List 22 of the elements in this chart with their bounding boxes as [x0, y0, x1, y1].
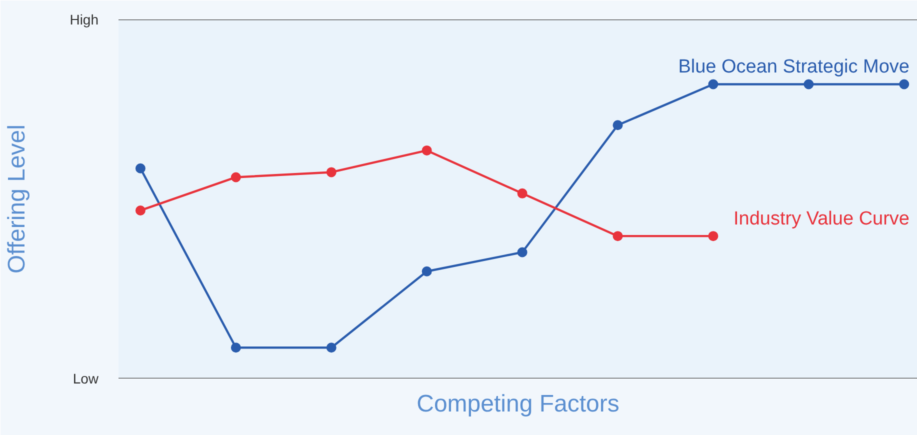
point — [708, 231, 718, 242]
text: Low — [72, 370, 100, 386]
point — [326, 167, 336, 178]
point — [422, 266, 432, 276]
point — [230, 342, 241, 353]
point — [135, 205, 146, 216]
series-label: Blue Ocean Strategic Move — [678, 56, 910, 78]
point — [135, 163, 146, 174]
x-axis-title: Competing Factors — [416, 390, 620, 418]
point — [612, 231, 623, 242]
point — [612, 120, 623, 130]
point — [517, 188, 528, 198]
series-label: Industry Value Curve — [733, 208, 910, 230]
text: High — [70, 12, 99, 28]
y-axis-title: Offering Level — [4, 124, 31, 274]
point — [708, 79, 718, 90]
point — [230, 172, 241, 182]
point — [422, 145, 432, 156]
point — [899, 79, 910, 90]
point — [517, 247, 528, 258]
point — [326, 342, 336, 353]
point — [804, 79, 814, 90]
